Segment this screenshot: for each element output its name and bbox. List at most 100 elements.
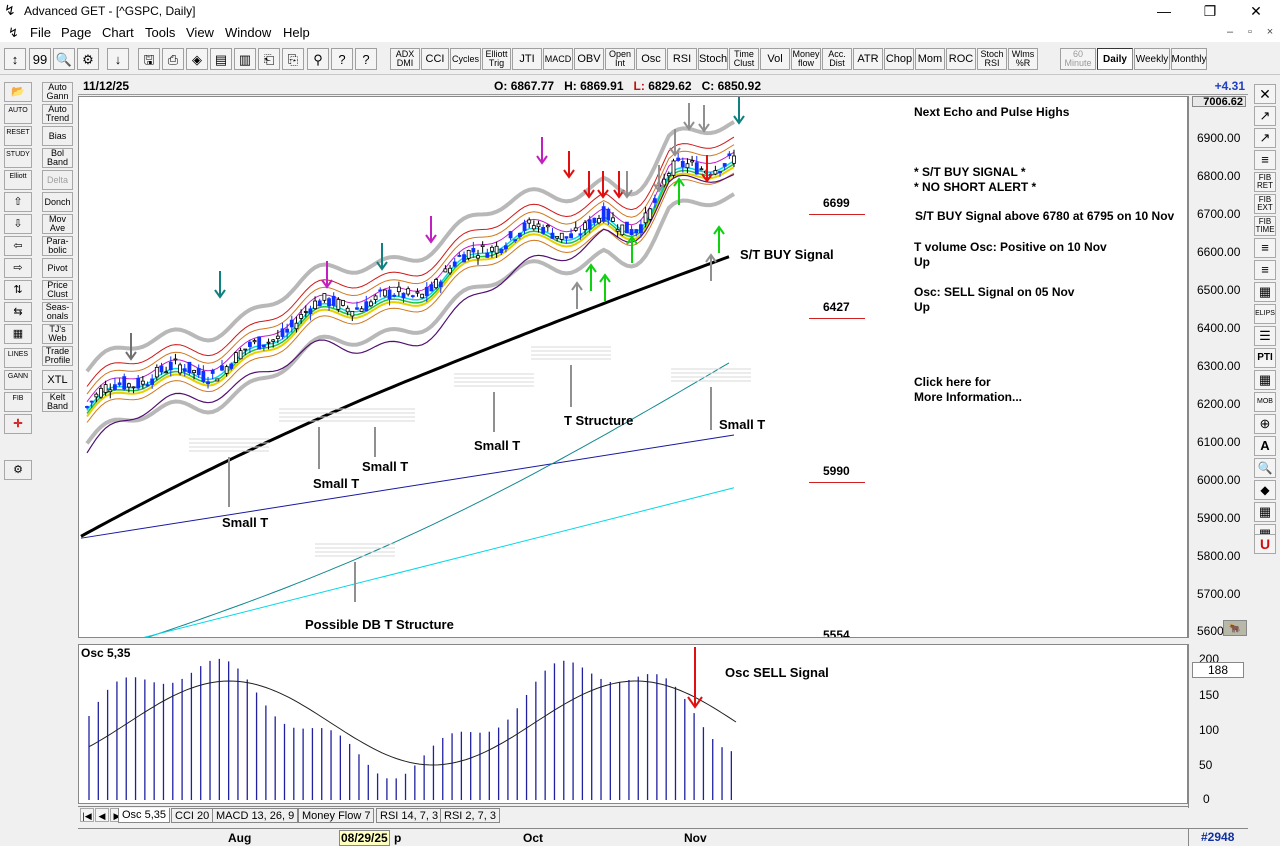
price-chart-svg[interactable] (79, 97, 1188, 638)
indicator-williams-r-button[interactable]: Wlms %R (1008, 48, 1038, 70)
right-tool-fib-ret[interactable]: FIB RET (1254, 172, 1276, 192)
indicator-open-int-button[interactable]: Open Int (605, 48, 635, 70)
tab-osc-5-35[interactable]: Osc 5,35 (118, 808, 171, 823)
tab-macd[interactable]: MACD 13, 26, 9 (212, 808, 299, 823)
elliott-tool-button[interactable]: Elliott (4, 170, 32, 190)
toolbar-button-11[interactable]: ⎗ (258, 48, 280, 70)
reset-button[interactable]: RESET (4, 126, 32, 146)
xtl-button[interactable]: XTL (42, 370, 73, 390)
toolbar-download-button[interactable]: ↓ (107, 48, 129, 70)
right-tool-ray[interactable]: ↗ (1254, 128, 1276, 148)
right-tool-pattern[interactable]: ▦ (1254, 502, 1276, 522)
bias-button[interactable]: Bias (42, 126, 73, 146)
right-tool-list[interactable]: ☰ (1254, 326, 1276, 346)
period-weekly-button[interactable]: Weekly (1134, 48, 1170, 70)
menu-help[interactable]: Help (283, 25, 310, 40)
menu-view[interactable]: View (186, 25, 214, 40)
study-button[interactable]: STUDY (4, 148, 32, 168)
toolbar-help-button[interactable]: ? (331, 48, 353, 70)
bull-icon[interactable]: 🐂 (1223, 620, 1247, 636)
toolbar-save-button[interactable]: 🖫 (138, 48, 160, 70)
indicator-chop-button[interactable]: Chop (884, 48, 914, 70)
minimize-button[interactable]: — (1157, 3, 1171, 19)
toolbar-print-button[interactable]: ⚲ (307, 48, 329, 70)
close-button[interactable]: ✕ (1250, 3, 1262, 19)
right-tool-close[interactable]: ✕ (1254, 84, 1276, 104)
toolbar-button-1[interactable]: ↕ (4, 48, 26, 70)
toolbar-button-9[interactable]: ▤ (210, 48, 232, 70)
tab-first-button[interactable]: |◀ (80, 808, 94, 822)
toolbar-print-preview-button[interactable]: ⎙ (162, 48, 184, 70)
properties-button[interactable]: ⚙ (4, 460, 32, 480)
right-tool-pti[interactable]: PTI (1254, 348, 1276, 368)
period-monthly-button[interactable]: Monthly (1171, 48, 1207, 70)
menu-tools[interactable]: Tools (145, 25, 176, 40)
right-tool-mob[interactable]: MOB (1254, 392, 1276, 412)
indicator-acc-dist-button[interactable]: Acc. Dist (822, 48, 852, 70)
arrow-down-button[interactable]: ⇩ (4, 214, 32, 234)
tab-prev-button[interactable]: ◀ (95, 808, 109, 822)
oscillator-svg[interactable] (79, 645, 1188, 804)
indicator-vol-button[interactable]: Vol (760, 48, 790, 70)
grid-button[interactable]: ▦ (4, 324, 32, 344)
indicator-roc-button[interactable]: ROC (946, 48, 976, 70)
mdi-restore-button[interactable]: ▫ (1248, 26, 1252, 38)
toolbar-button-12[interactable]: ⎘ (282, 48, 304, 70)
menu-doc-icon[interactable]: ↯ (8, 25, 19, 40)
toolbar-button-8[interactable]: ◈ (186, 48, 208, 70)
right-tool-lines[interactable]: ≡ (1254, 260, 1276, 280)
price-clust-button[interactable]: Price Clust (42, 280, 73, 300)
seasonals-button[interactable]: Seas-onals (42, 302, 73, 322)
date-axis[interactable]: Aug 08/29/25 p Oct Nov (78, 828, 1188, 846)
tab-rsi-2[interactable]: RSI 2, 7, 3 (440, 808, 500, 823)
indicator-rsi-button[interactable]: RSI (667, 48, 697, 70)
auto-gann-button[interactable]: Auto Gann (42, 82, 73, 102)
tab-rsi-14[interactable]: RSI 14, 7, 3 (376, 808, 443, 823)
indicator-macd-button[interactable]: MACD (543, 48, 573, 70)
toolbar-button-2[interactable]: 99 (29, 48, 51, 70)
delta-button[interactable]: Delta (42, 170, 73, 190)
right-tool-fib-ext[interactable]: FIB EXT (1254, 194, 1276, 214)
donch-button[interactable]: Donch (42, 192, 73, 212)
menu-chart[interactable]: Chart (102, 25, 134, 40)
auto-button[interactable]: AUTO (4, 104, 32, 124)
arrow-up-button[interactable]: ⇧ (4, 192, 32, 212)
period-60-minute-button[interactable]: 60 Minute (1060, 48, 1096, 70)
toolbar-settings-button[interactable]: ⚙ (77, 48, 99, 70)
right-tool-grid[interactable]: ▦ (1254, 370, 1276, 390)
more-info-link-line1[interactable]: Click here for (914, 375, 991, 389)
right-tool-fan[interactable]: ≡ (1254, 238, 1276, 258)
indicator-cci-button[interactable]: CCI (421, 48, 449, 70)
bol-band-button[interactable]: Bol Band (42, 148, 73, 168)
crosshair-button[interactable]: ✛ (4, 414, 32, 434)
indicator-atr-button[interactable]: ATR (853, 48, 883, 70)
horizontal-scale-button[interactable]: ⇆ (4, 302, 32, 322)
right-tool-text[interactable]: A (1254, 436, 1276, 456)
price-chart[interactable]: Small T Small T Small T Small T T Struct… (78, 96, 1188, 638)
oscillator-panel[interactable]: Osc 5,35 Osc SELL Signal (78, 644, 1188, 804)
right-tool-box[interactable]: ▦ (1254, 282, 1276, 302)
indicator-stoch-button[interactable]: Stoch (698, 48, 728, 70)
arrow-right-button[interactable]: ⇨ (4, 258, 32, 278)
indicator-elliott-trig-button[interactable]: Elliott Trig (482, 48, 511, 70)
menu-file[interactable]: File (30, 25, 51, 40)
right-tool-fib-time[interactable]: FIB TIME (1254, 216, 1276, 236)
auto-trend-button[interactable]: Auto Trend (42, 104, 73, 124)
indicator-stoch-rsi-button[interactable]: Stoch RSI (977, 48, 1007, 70)
right-tool-target[interactable]: ⊕ (1254, 414, 1276, 434)
price-scale[interactable]: 7006.62 6900.00 6800.00 6700.00 6600.00 … (1188, 96, 1248, 638)
period-daily-button[interactable]: Daily (1097, 48, 1133, 70)
indicator-jti-button[interactable]: JTI (512, 48, 542, 70)
indicator-mom-button[interactable]: Mom (915, 48, 945, 70)
open-folder-button[interactable]: 📂 (4, 82, 32, 102)
menu-page[interactable]: Page (61, 25, 92, 40)
right-tool-eraser[interactable]: ◆ (1254, 480, 1276, 500)
toolbar-context-help-button[interactable]: ? (355, 48, 377, 70)
indicator-obv-button[interactable]: OBV (574, 48, 604, 70)
menu-window[interactable]: Window (225, 25, 272, 40)
kelt-band-button[interactable]: Kelt Band (42, 392, 73, 412)
indicator-money-flow-button[interactable]: Money flow (791, 48, 821, 70)
tjs-web-button[interactable]: TJ's Web (42, 324, 73, 344)
right-tool-zoom[interactable]: 🔍 (1254, 458, 1276, 478)
mov-ave-button[interactable]: Mov Ave (42, 214, 73, 234)
